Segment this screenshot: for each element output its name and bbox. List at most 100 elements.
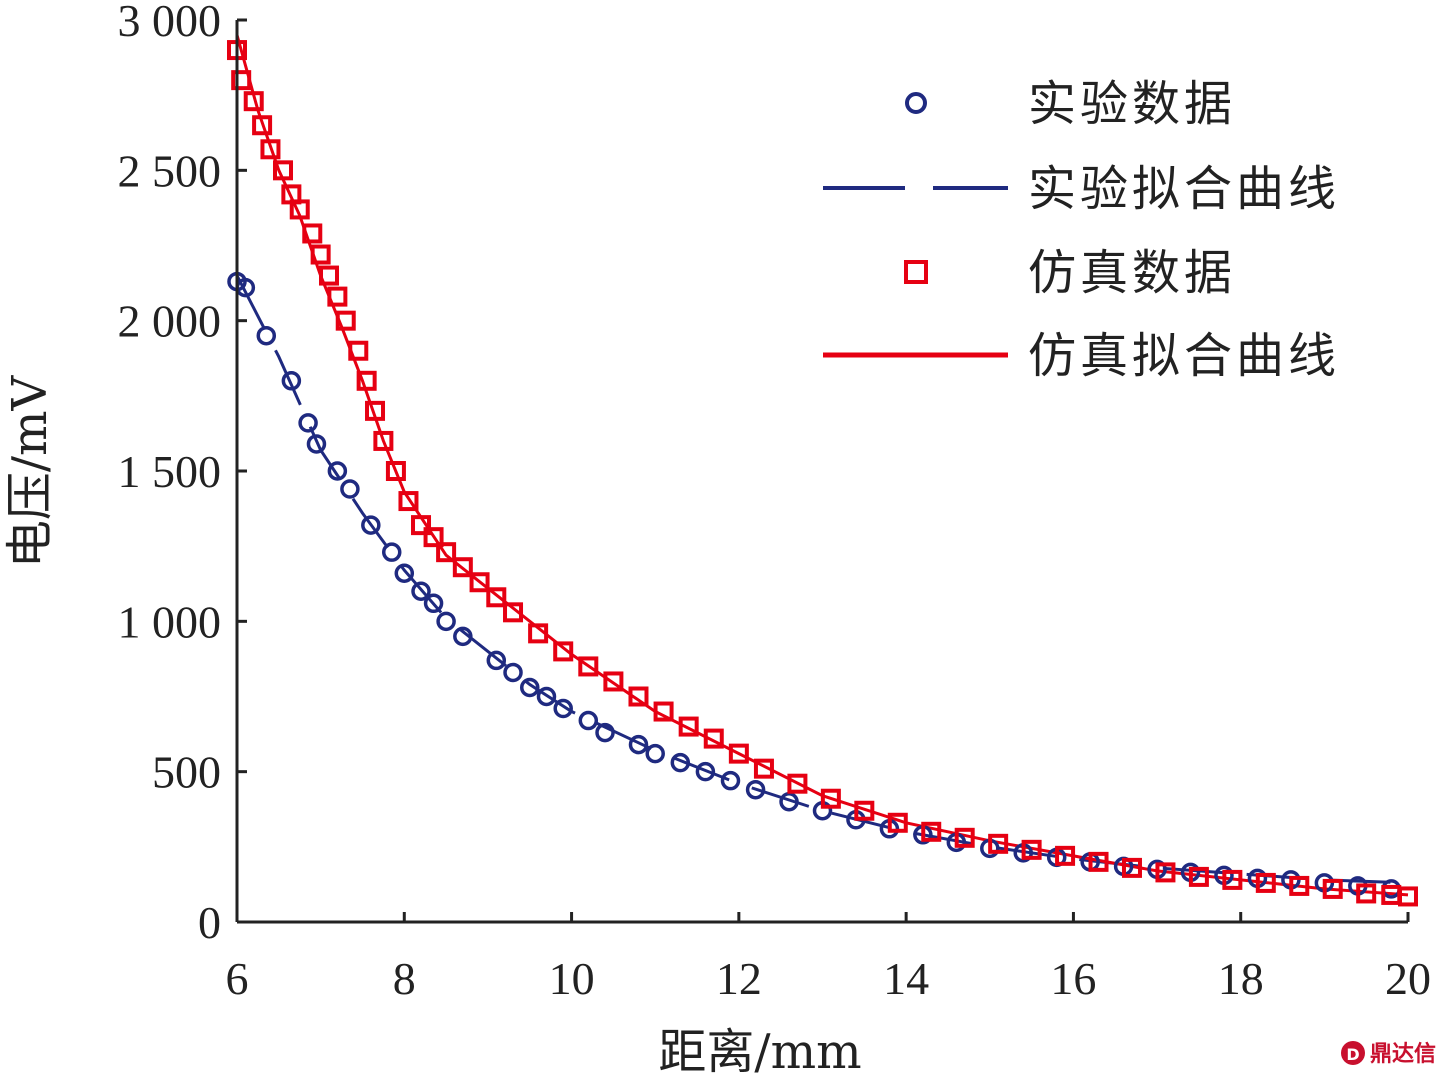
- y-tick-label: 2 500: [118, 145, 222, 196]
- data-point-square: [1398, 886, 1418, 907]
- data-point-square: [1255, 872, 1276, 893]
- y-tick-label: 1 500: [118, 446, 222, 497]
- data-point-square: [1188, 866, 1209, 887]
- data-point-square: [436, 542, 457, 563]
- data-point-square: [1322, 878, 1343, 899]
- data-point-circle: [327, 461, 348, 481]
- data-point-square: [348, 340, 369, 361]
- data-point-square: [1088, 851, 1109, 872]
- y-tick-label: 0: [198, 897, 221, 948]
- data-point-square: [1021, 839, 1042, 860]
- data-point-square: [1155, 862, 1176, 883]
- data-point-square: [503, 602, 524, 623]
- legend-item: 实验数据: [905, 76, 1236, 132]
- data-point-circle: [436, 611, 456, 632]
- data-point-circle: [281, 371, 302, 391]
- data-point-circle: [536, 686, 557, 707]
- data-point-circle: [503, 662, 523, 683]
- x-tick-label: 18: [1218, 953, 1264, 1004]
- x-tick-label: 16: [1050, 953, 1096, 1004]
- data-point-square: [260, 139, 281, 160]
- data-point-square: [787, 773, 808, 794]
- data-point-square: [1356, 883, 1377, 904]
- legend-label: 实验数据: [1028, 76, 1236, 132]
- data-point-square: [954, 827, 975, 848]
- y-axis-title: 电压/mV: [2, 374, 58, 568]
- watermark-text: 鼎达信: [1370, 1041, 1436, 1067]
- x-tick-label: 14: [883, 953, 929, 1004]
- data-point-circle: [720, 770, 741, 791]
- y-axis-ticks: 0 500 1 000 1 500 2 000 2 500 3 000: [118, 0, 247, 948]
- data-point-square: [373, 430, 394, 451]
- data-point-circle: [578, 710, 599, 731]
- data-point-circle: [453, 626, 473, 647]
- y-tick-label: 1 000: [118, 596, 222, 647]
- data-point-square: [578, 656, 599, 677]
- data-point-square: [319, 265, 340, 286]
- data-point-circle: [628, 734, 649, 755]
- data-point-circle: [298, 413, 318, 433]
- data-point-circle: [645, 743, 665, 764]
- data-point-circle: [553, 698, 573, 719]
- data-point-circle: [411, 581, 431, 602]
- data-point-square: [486, 587, 507, 608]
- data-point-square: [289, 199, 310, 220]
- fit-line-series-1: [235, 274, 1409, 885]
- data-point-square: [628, 686, 649, 707]
- data-point-square: [753, 758, 774, 779]
- data-point-circle: [340, 479, 360, 499]
- data-point-circle: [520, 677, 540, 698]
- legend-label: 仿真拟合曲线: [1028, 328, 1340, 384]
- legend-item: 实验拟合曲线: [823, 161, 1340, 217]
- x-tick-label: 12: [716, 953, 762, 1004]
- legend-item: 仿真拟合曲线: [823, 328, 1340, 384]
- data-point-square: [854, 800, 875, 821]
- data-point-square: [411, 515, 432, 536]
- data-point-square: [423, 527, 444, 548]
- x-axis-ticks: 6 8 10 12 14 16 18 20: [226, 912, 1431, 1004]
- data-point-square: [273, 160, 294, 181]
- data-point-circle: [595, 722, 615, 743]
- data-point-square: [302, 223, 323, 244]
- data-point-square: [327, 286, 348, 307]
- data-point-circle: [394, 563, 415, 583]
- watermark-logo-icon: [1341, 1041, 1365, 1065]
- data-point-square: [703, 728, 724, 749]
- data-point-square: [231, 70, 252, 91]
- x-axis-title: 距离/mm: [658, 1024, 861, 1076]
- legend-circle-marker: [905, 92, 927, 114]
- data-point-square: [678, 716, 699, 737]
- data-point-circle: [256, 325, 277, 346]
- data-point-square: [243, 91, 264, 112]
- legend-square-marker: [904, 260, 928, 284]
- data-point-circle: [779, 791, 799, 812]
- data-point-circle: [486, 650, 507, 671]
- data-point-circle: [695, 761, 716, 782]
- data-point-square: [921, 821, 942, 842]
- data-point-square: [310, 244, 331, 265]
- data-point-square: [528, 623, 549, 644]
- data-point-square: [887, 812, 908, 833]
- x-tick-label: 20: [1385, 953, 1431, 1004]
- watermark-logo-glyph: D: [1346, 1045, 1359, 1064]
- legend-item: 仿真数据: [904, 245, 1232, 301]
- data-point-square: [452, 557, 473, 578]
- y-tick-label: 500: [152, 747, 221, 798]
- data-point-square: [553, 641, 574, 662]
- data-point-circle: [306, 434, 327, 454]
- watermark: D 鼎达信: [1341, 1041, 1436, 1067]
- data-point-square: [356, 370, 377, 391]
- data-point-circle: [670, 752, 691, 773]
- legend-label: 实验拟合曲线: [1028, 161, 1340, 217]
- data-points-layer: [227, 40, 1418, 907]
- data-point-square: [1121, 857, 1142, 878]
- data-point-circle: [361, 515, 381, 535]
- data-point-square: [335, 310, 356, 331]
- y-tick-label: 3 000: [118, 0, 222, 46]
- data-point-square: [398, 491, 419, 512]
- data-point-square: [988, 833, 1009, 854]
- data-point-square: [469, 572, 490, 593]
